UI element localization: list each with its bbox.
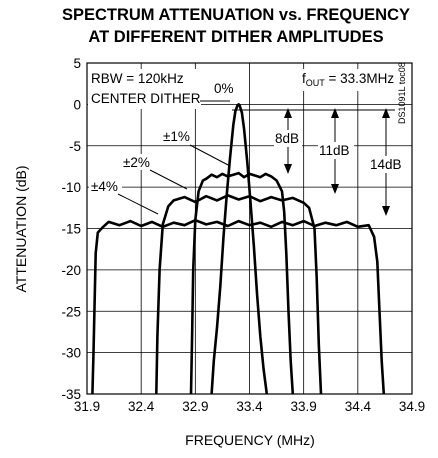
label-four: ±4% [91, 179, 118, 194]
zero-box [212, 80, 238, 96]
y-tick-label: -35 [61, 387, 81, 402]
y-tick-label: -20 [61, 263, 81, 278]
series-line [91, 218, 386, 395]
center-dither-label: CENTER DITHER [91, 91, 201, 106]
db8-arrow-down [284, 164, 292, 174]
db11-arrow-up [331, 108, 339, 118]
y-tick-label: 5 [73, 56, 81, 71]
db8-box [274, 130, 302, 147]
y-axis-label: ATTENUATION (dB) [13, 165, 29, 292]
db8-arrow-up [284, 108, 292, 118]
two-box [121, 154, 154, 170]
fout-label: fOUT = 33.3MHz [302, 71, 394, 88]
y-tick-label: -15 [61, 222, 81, 237]
x-tick-label: 32.4 [128, 399, 155, 414]
x-tick-label: 33.4 [236, 399, 263, 414]
y-tick-label: -25 [61, 304, 81, 319]
label-zero: 0% [214, 81, 234, 96]
grid [86, 62, 413, 395]
one-box [161, 128, 194, 144]
y-tick-label: -30 [61, 346, 81, 361]
fout-box [298, 69, 398, 91]
chart-title-line1: SPECTRUM ATTENUATION vs. FREQUENCY [62, 6, 410, 24]
db11-arrow-down [331, 184, 339, 194]
rbw-box [88, 69, 201, 109]
db14-arrow-up [382, 108, 390, 118]
fout-rest: = 33.3MHz [325, 71, 395, 86]
curves [91, 103, 386, 395]
four-leader [117, 193, 159, 215]
four-box [89, 178, 122, 194]
x-tick-label: 32.9 [182, 399, 208, 414]
ticks: 31.9 32.4 32.9 33.4 33.9 34.4 34.9 5 0 -5 -10 -15 -2… [61, 56, 425, 414]
label-one: ±1% [163, 129, 190, 144]
db11-box [318, 142, 354, 159]
y-tick-label: 0 [73, 97, 81, 112]
fout-f: f [302, 71, 306, 86]
db14-box [369, 156, 405, 173]
x-tick-label: 34.4 [345, 399, 372, 414]
rbw-label: RBW = 120kHz [91, 71, 184, 86]
x-axis-label: FREQUENCY (MHz) [185, 432, 315, 448]
series-line [155, 194, 323, 395]
y-tick-label: -5 [69, 139, 81, 154]
x-tick-label: 31.9 [74, 399, 100, 414]
plot-frame [86, 62, 413, 395]
series-line [210, 103, 269, 395]
label-two: ±2% [123, 155, 150, 170]
doc-code: DS1091L toc08 [397, 62, 407, 124]
label-db8: 8dB [275, 131, 299, 146]
two-leader [149, 169, 188, 190]
y-tick-label: -10 [61, 180, 81, 195]
x-tick-label: 33.9 [291, 399, 317, 414]
label-db11: 11dB [319, 143, 350, 158]
chart-title-line2: AT DIFFERENT DITHER AMPLITUDES [88, 28, 383, 46]
label-db14: 14dB [370, 157, 402, 172]
annotations: RBW = 120kHz CENTER DITHER fOUT = 33.3MH… [88, 62, 407, 216]
one-leader [189, 144, 231, 167]
db14-arrow-down [382, 206, 390, 216]
series-line [189, 171, 295, 395]
fout-sub: OUT [306, 78, 326, 88]
x-tick-label: 34.9 [399, 399, 425, 414]
